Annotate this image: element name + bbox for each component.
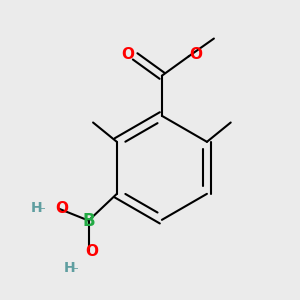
- Text: H: H: [64, 261, 75, 275]
- Text: O: O: [85, 244, 98, 259]
- Text: B: B: [82, 212, 95, 230]
- Text: O: O: [56, 201, 68, 216]
- Text: O: O: [190, 47, 202, 62]
- Text: –: –: [72, 263, 78, 273]
- Text: –: –: [40, 203, 45, 213]
- Text: H: H: [31, 201, 42, 215]
- Text: O: O: [121, 47, 134, 62]
